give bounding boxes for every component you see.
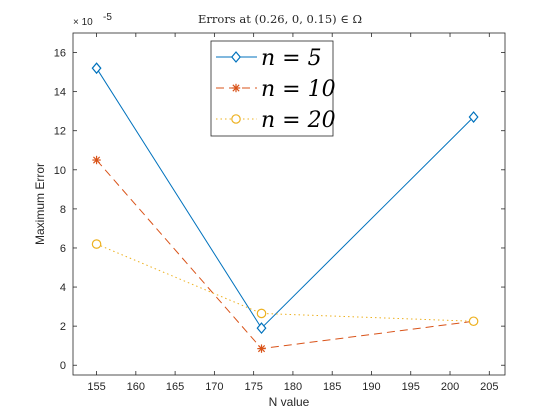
- x-axis-label: N value: [269, 395, 310, 409]
- y-tick-label: 10: [54, 165, 66, 177]
- series-layer: [91, 62, 479, 353]
- legend-item[interactable]: n = 10: [216, 77, 336, 102]
- legend[interactable]: n = 5 n = 10 n = 20: [210, 40, 336, 137]
- data-point: [257, 344, 266, 353]
- data-point: [92, 155, 101, 165]
- y-axis-label: Maximum Error: [33, 163, 47, 245]
- data-point: [468, 316, 479, 327]
- x-tick-label: 165: [166, 381, 184, 393]
- legend-label: n = 20: [261, 108, 336, 133]
- y-tick-label: 6: [60, 243, 66, 255]
- y-tick-label: 2: [60, 321, 66, 333]
- y-axis: 0 2 4 6 8 10 12 14 16: [54, 48, 505, 372]
- x-tick-label: 180: [284, 381, 302, 393]
- data-point: [231, 51, 241, 63]
- y-exponent-label: × 10 -5: [73, 12, 112, 28]
- x-tick-label: 185: [323, 381, 341, 393]
- legend-item[interactable]: n = 5: [216, 46, 322, 71]
- legend-item[interactable]: n = 20: [216, 108, 336, 133]
- data-point: [91, 239, 102, 249]
- series-line: [96, 243, 474, 322]
- x-axis: 155 160 165 170 175 180 185 190 195 200 205: [87, 33, 498, 393]
- x-tick-label: 190: [362, 381, 380, 393]
- data-point: [468, 111, 479, 123]
- y-tick-label: 0: [60, 360, 66, 372]
- y-tick-label: 8: [60, 204, 66, 216]
- axes-box: [72, 32, 506, 376]
- y-tick-label: 14: [54, 87, 66, 99]
- x-tick-label: 170: [205, 381, 223, 393]
- data-point: [91, 62, 102, 75]
- plot-area: [72, 32, 506, 376]
- data-point: [256, 308, 267, 319]
- y-exponent-base: × 10: [73, 17, 93, 28]
- y-tick-label: 12: [54, 126, 66, 138]
- legend-label: n = 10: [261, 77, 336, 102]
- data-point: [231, 83, 241, 93]
- x-tick-label: 205: [480, 381, 498, 393]
- data-point: [231, 114, 241, 124]
- x-tick-label: 195: [402, 381, 420, 393]
- chart-title: Errors at (0.26, 0, 0.15) ∈ Ω: [198, 12, 362, 26]
- legend-label: n = 5: [261, 46, 322, 71]
- x-tick-label: 160: [127, 381, 145, 393]
- x-tick-label: 175: [244, 381, 262, 393]
- series: [91, 62, 479, 335]
- y-tick-label: 4: [60, 282, 66, 294]
- x-tick-label: 200: [441, 381, 459, 393]
- x-tick-label: 155: [87, 381, 105, 393]
- y-exponent-power: -5: [103, 12, 112, 23]
- data-point: [256, 322, 267, 335]
- series: [91, 239, 479, 327]
- y-tick-label: 16: [54, 48, 66, 60]
